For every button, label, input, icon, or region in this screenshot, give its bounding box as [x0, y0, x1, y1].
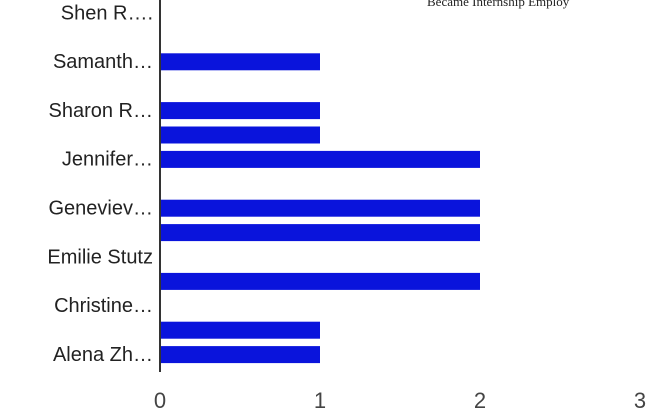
y-tick-label: Alena Zh… — [53, 344, 153, 366]
x-tick-label: 0 — [154, 388, 166, 413]
bar — [160, 272, 480, 290]
x-tick-label: 1 — [314, 388, 326, 413]
x-tick-label: 2 — [474, 388, 486, 413]
bar — [160, 321, 320, 339]
bar — [160, 53, 320, 71]
bar — [160, 224, 480, 242]
y-tick-label: Christine… — [54, 295, 153, 317]
bar — [160, 102, 320, 120]
y-tick-label: Emilie Stutz — [47, 246, 153, 268]
y-tick-label: Sharon R… — [49, 100, 154, 122]
bar — [160, 346, 320, 364]
y-tick-label: Jennifer… — [62, 149, 153, 171]
y-tick-label: Samanth… — [53, 51, 153, 73]
bar — [160, 150, 480, 168]
bar — [160, 199, 480, 217]
y-tick-label: Shen R…. — [61, 2, 153, 24]
chart-title: Became Internship Employ — [427, 0, 570, 9]
bar — [160, 126, 320, 144]
x-tick-label: 3 — [634, 388, 646, 413]
y-tick-label: Geneviev… — [49, 197, 154, 219]
